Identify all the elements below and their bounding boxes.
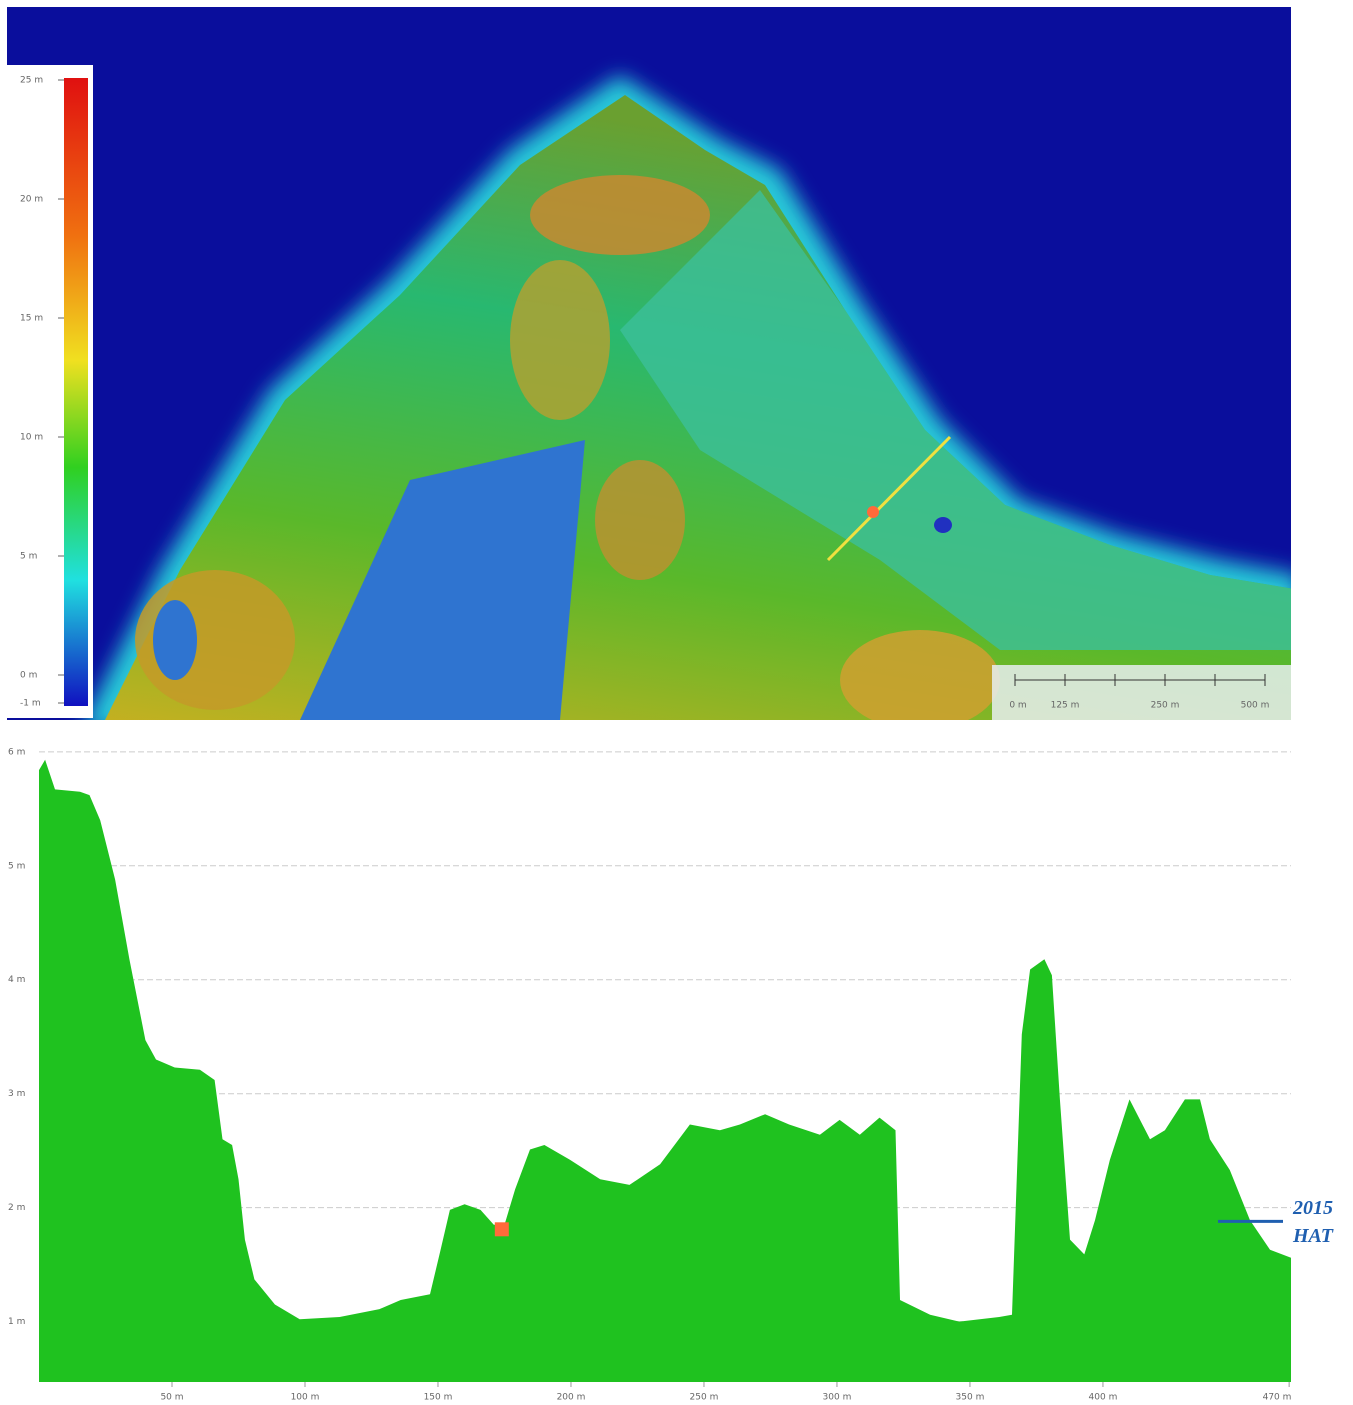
legend-label: 0 m — [20, 671, 37, 681]
ridge — [530, 175, 710, 255]
pond — [934, 517, 952, 533]
x-tick-label: 100 m — [291, 1393, 320, 1403]
profile-marker — [495, 1222, 509, 1236]
map — [7, 7, 1300, 730]
legend-label: 25 m — [20, 76, 43, 86]
y-tick-label: 4 m — [8, 975, 25, 985]
y-tick-label: 1 m — [8, 1317, 25, 1327]
page: 25 m 20 m 15 m 10 m 5 m 0 m -1 m 0 m 125 m 250 m… — [0, 0, 1353, 1405]
x-tick-label: 200 m — [557, 1393, 586, 1403]
x-tick-label: 50 m — [160, 1393, 183, 1403]
profile-marker — [867, 506, 879, 518]
x-tick-label: 470 m — [1263, 1393, 1292, 1403]
legend-label: -1 m — [20, 699, 41, 709]
scale-label: 500 m — [1241, 701, 1270, 711]
legend-label: 10 m — [20, 433, 43, 443]
scale-label: 0 m — [1009, 701, 1026, 711]
profile-area — [39, 760, 1291, 1382]
legend-label: 20 m — [20, 195, 43, 205]
x-tick-label: 400 m — [1089, 1393, 1118, 1403]
x-tick-label: 300 m — [823, 1393, 852, 1403]
reference-label: 2015 — [1292, 1197, 1333, 1219]
x-tick-label: 250 m — [690, 1393, 719, 1403]
legend-label: 5 m — [20, 552, 37, 562]
ridge — [595, 460, 685, 580]
x-tick-label: 150 m — [424, 1393, 453, 1403]
scale-box — [992, 665, 1291, 720]
scale-label: 125 m — [1051, 701, 1080, 711]
scale-label: 250 m — [1151, 701, 1180, 711]
x-tick-label: 350 m — [956, 1393, 985, 1403]
screen: 25 m 20 m 15 m 10 m 5 m 0 m -1 m 0 m 125 m 250 m… — [0, 0, 1353, 1405]
y-tick-label: 6 m — [8, 747, 25, 757]
y-tick-label: 3 m — [8, 1089, 25, 1099]
legend-label: 15 m — [20, 314, 43, 324]
color-bar — [64, 78, 88, 706]
reference-label: HAT — [1292, 1225, 1334, 1247]
y-tick-label: 5 m — [8, 861, 25, 871]
pond — [153, 600, 197, 680]
ridge — [840, 630, 1000, 730]
ridge — [510, 260, 610, 420]
y-tick-label: 2 m — [8, 1203, 25, 1213]
